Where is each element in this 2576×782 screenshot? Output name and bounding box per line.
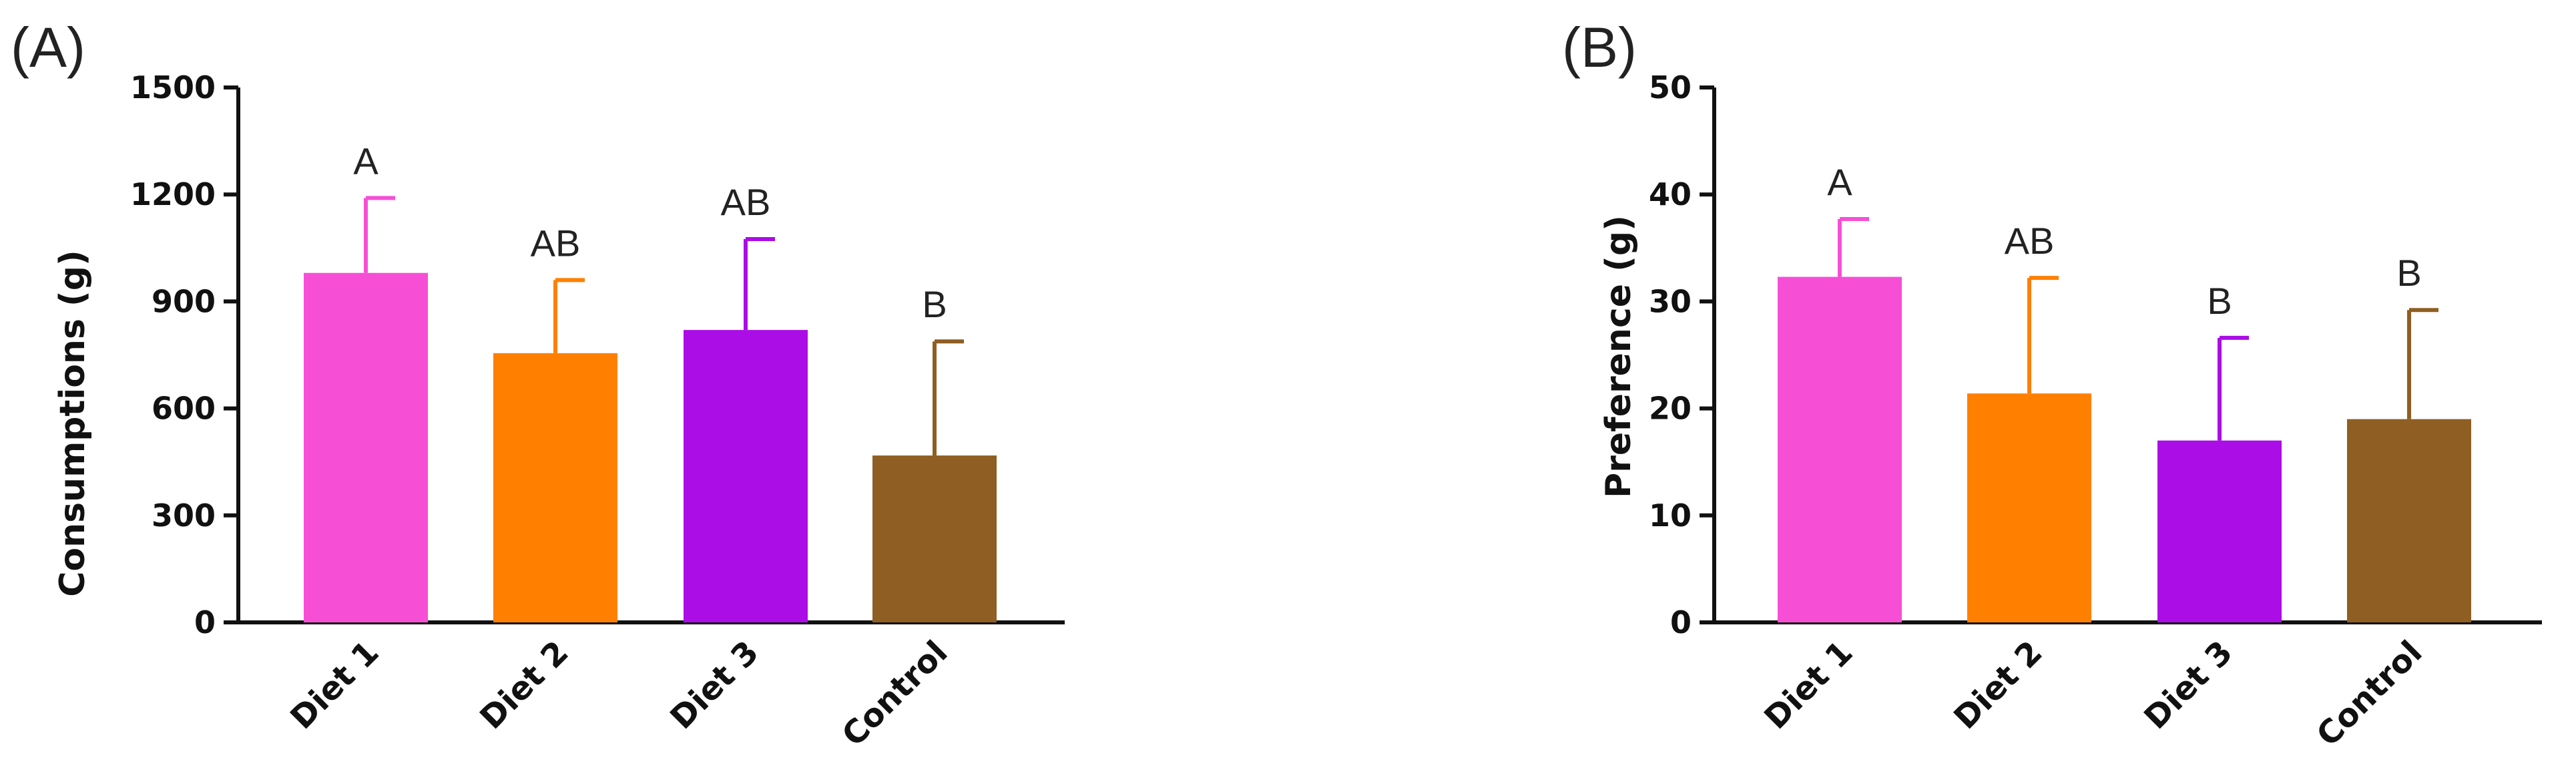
y-tick-label: 300 xyxy=(152,498,216,534)
panel-label-a: (A) xyxy=(11,16,85,79)
significance-label: B xyxy=(922,283,947,325)
y-tick-label: 10 xyxy=(1649,498,1692,534)
category-label: Diet 2 xyxy=(1947,634,2049,737)
category-labels-b: Diet 1 Diet 2 Diet 3 Control xyxy=(1757,634,2429,754)
error-bar xyxy=(744,236,775,331)
bar-diet-1 xyxy=(1778,276,1902,623)
significance-label: A xyxy=(353,140,378,182)
significance-label: A xyxy=(1827,161,1852,203)
y-tick-label: 40 xyxy=(1649,176,1692,212)
bar-diet-2 xyxy=(493,353,617,622)
y-axis-title-a: Consumptions (g) xyxy=(53,250,93,597)
y-axis-title-b: Preference (g) xyxy=(1599,215,1639,498)
error-bar xyxy=(364,196,395,273)
significance-labels-a: A AB AB B xyxy=(353,140,947,326)
y-tick-label: 1200 xyxy=(130,176,216,212)
panel-label-b: (B) xyxy=(1562,16,1637,79)
y-tick-label: 900 xyxy=(152,283,216,319)
category-label: Control xyxy=(835,634,955,754)
bar-diet-3 xyxy=(684,330,808,622)
y-tick-label: 1500 xyxy=(130,69,216,106)
category-label: Diet 3 xyxy=(2137,634,2240,737)
y-axis-a: 0 300 600 900 1200 1500 xyxy=(130,69,240,640)
error-bar xyxy=(933,339,964,456)
y-tick-label: 50 xyxy=(1649,69,1692,106)
chart-panel-a: (A) Consumptions (g) 030060090012001500 … xyxy=(11,16,1065,754)
y-tick-label: 600 xyxy=(152,391,216,427)
y-tick-label: 30 xyxy=(1649,283,1692,319)
bar-diet-3 xyxy=(2157,440,2282,622)
y-tick-label: 0 xyxy=(194,604,216,640)
bar-control xyxy=(2347,419,2471,622)
significance-label: B xyxy=(2207,280,2232,322)
bar-diet-2 xyxy=(1967,393,2091,622)
significance-labels-b: A AB B B xyxy=(1827,161,2421,322)
error-bar xyxy=(2407,308,2438,419)
error-bars-a xyxy=(364,196,964,456)
significance-label: AB xyxy=(721,181,771,223)
error-bars-b xyxy=(1838,217,2438,441)
error-bar xyxy=(2218,335,2249,441)
y-tick-label: 0 xyxy=(1670,604,1692,640)
y-tick-label: 20 xyxy=(1649,391,1692,427)
error-bar xyxy=(553,278,585,353)
category-label: Diet 3 xyxy=(663,634,766,737)
bar-control xyxy=(872,455,997,622)
significance-label: AB xyxy=(2005,220,2055,262)
significance-label: B xyxy=(2396,252,2421,294)
y-ticks-b: 0 10 20 30 40 50 xyxy=(1649,69,1714,640)
category-label: Control xyxy=(2310,634,2430,754)
category-label: Diet 1 xyxy=(1757,634,1860,737)
category-label: Diet 1 xyxy=(283,634,386,737)
bars-a xyxy=(304,272,997,622)
error-bar xyxy=(2027,276,2059,394)
significance-label: AB xyxy=(531,222,581,264)
y-ticks-a: 0 300 600 900 1200 1500 xyxy=(130,69,238,640)
category-label: Diet 2 xyxy=(473,634,575,737)
bars-b xyxy=(1778,276,2471,623)
y-axis-b: 0 10 20 30 40 50 xyxy=(1649,69,1716,640)
bar-diet-1 xyxy=(304,272,428,622)
chart-panel-b: (B) Preference (g) 0 10 20 30 40 50 A AB B B Die… xyxy=(1562,16,2542,754)
error-bar xyxy=(1838,217,1869,277)
category-labels-a: Diet 1 Diet 2 Diet 3 Control xyxy=(283,634,955,754)
